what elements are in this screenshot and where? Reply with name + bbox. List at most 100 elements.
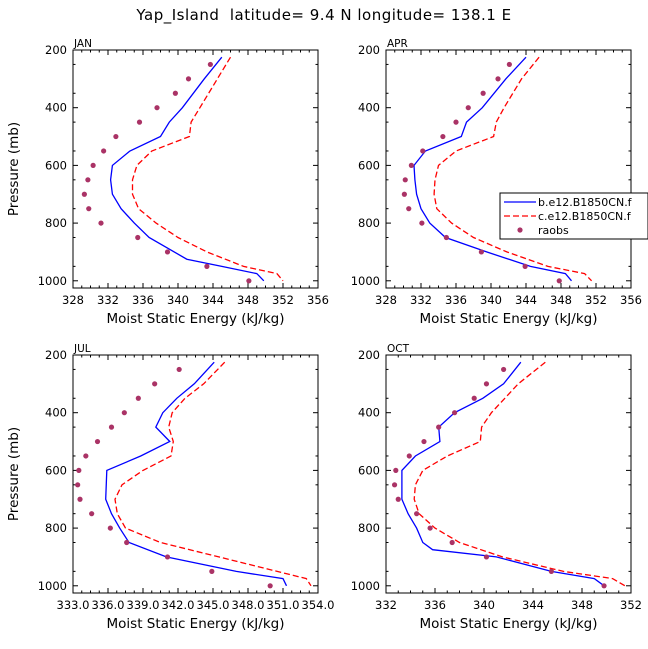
x-tick-label: 336	[132, 293, 154, 307]
y-tick-label: 400	[358, 406, 380, 420]
y-axis-label: Pressure (mb)	[6, 427, 22, 521]
x-tick-label: 340	[480, 293, 502, 307]
raobs-point	[113, 133, 119, 140]
y-tick-label: 200	[45, 43, 67, 57]
model-c-line	[131, 56, 284, 282]
raobs-point	[94, 438, 101, 445]
x-axis-label: Moist Static Energy (kJ/kg)	[107, 311, 285, 327]
y-tick-label: 1000	[38, 274, 67, 288]
y-tick-label: 1000	[351, 274, 380, 288]
raobs-point	[548, 568, 554, 574]
raobs-point	[164, 249, 171, 255]
raobs-point	[246, 278, 252, 284]
x-tick-label: 340	[167, 293, 189, 307]
x-tick-label: 340	[473, 598, 495, 612]
raobs-point	[465, 105, 471, 111]
raobs-point	[77, 496, 83, 502]
raobs-point	[420, 148, 426, 154]
y-tick-label: 200	[45, 348, 67, 362]
panel-apr: 328 332 336 340 344 348 352 356 200 400 600 800 1000…	[351, 38, 648, 327]
raobs-point	[601, 583, 607, 589]
raobs-point	[480, 90, 486, 96]
raobs-point	[85, 177, 91, 183]
raobs-point	[401, 191, 407, 197]
raobs-point	[408, 162, 414, 168]
y-tick-label: 600	[358, 463, 380, 477]
raobs-point	[452, 410, 458, 416]
panel-label: JAN	[73, 38, 92, 50]
raobs-point	[449, 539, 455, 546]
x-tick-label: 354.0	[302, 598, 335, 612]
raobs-point	[471, 395, 477, 401]
y-axis-label: Pressure (mb)	[6, 122, 22, 216]
raobs-point	[414, 511, 420, 517]
raobs-point	[267, 583, 273, 589]
x-tick-label: 351.0	[267, 598, 300, 612]
raobs-point	[121, 410, 127, 416]
x-axis-label: Moist Static Energy (kJ/kg)	[107, 616, 285, 632]
x-tick-label: 336	[445, 293, 467, 307]
figure-title: Yap_Island latitude= 9.4 N longitude= 13…	[136, 6, 512, 24]
y-tick-label: 200	[358, 43, 380, 57]
raobs-point	[522, 263, 528, 269]
x-tick-label: 328	[62, 293, 84, 307]
y-tick-label: 600	[45, 463, 67, 477]
model-c-line	[433, 56, 593, 282]
panel-jan: 328 332 336 340 344 348 352 356 200 400 600 800 1000…	[6, 38, 329, 327]
x-tick-label: 344	[515, 293, 537, 307]
x-axis-label: Moist Static Energy (kJ/kg)	[420, 616, 598, 632]
y-tick-label: 800	[358, 521, 380, 535]
raobs-point	[402, 177, 408, 183]
raobs-point	[406, 206, 412, 212]
raobs-point	[440, 133, 446, 140]
model-c-line	[114, 361, 312, 587]
raobs-point	[124, 539, 130, 546]
legend-marker	[517, 227, 523, 233]
panel-jul: 333.0 336.0 339.0 342.0 345.0 348.0 351.0 354.0…	[6, 343, 334, 632]
raobs-point	[176, 366, 182, 373]
model-b-line	[109, 56, 265, 282]
raobs-point	[89, 511, 95, 517]
y-tick-label: 800	[45, 521, 67, 535]
y-tick-label: 800	[45, 216, 67, 230]
raobs-point	[207, 61, 213, 68]
x-tick-label: 348	[550, 293, 572, 307]
x-tick-label: 348	[571, 598, 593, 612]
raobs-point	[421, 438, 427, 445]
model-c-line	[413, 361, 626, 587]
raobs-point	[427, 525, 433, 531]
x-tick-label: 336.0	[92, 598, 125, 612]
raobs-point	[76, 467, 82, 473]
x-tick-label: 336	[424, 598, 446, 612]
raobs-point	[90, 162, 96, 168]
legend-entry: raobs	[538, 224, 569, 237]
x-axis-label: Moist Static Energy (kJ/kg)	[420, 311, 598, 327]
raobs-point	[135, 395, 141, 401]
x-tick-label: 344	[522, 598, 544, 612]
legend-entry: c.e12.B1850CN.f	[538, 210, 632, 223]
x-tick-label: 345.0	[197, 598, 230, 612]
y-tick-label: 400	[358, 101, 380, 115]
x-tick-label: 352	[620, 598, 642, 612]
x-tick-label: 348.0	[232, 598, 265, 612]
x-tick-label: 352	[272, 293, 294, 307]
raobs-point	[152, 381, 158, 387]
plot-frame	[72, 49, 319, 289]
raobs-point	[419, 220, 425, 226]
raobs-point	[209, 568, 215, 574]
raobs-point	[393, 467, 399, 473]
y-tick-label: 1000	[351, 579, 380, 593]
raobs-point	[108, 424, 115, 430]
x-tick-label: 332	[97, 293, 119, 307]
raobs-point	[483, 381, 490, 387]
raobs-point	[501, 366, 507, 373]
raobs-point	[154, 105, 160, 111]
y-tick-label: 800	[358, 216, 380, 230]
y-tick-label: 600	[45, 158, 67, 172]
raobs-point	[86, 206, 92, 212]
x-tick-label: 344	[202, 293, 224, 307]
raobs-point	[75, 482, 81, 488]
raobs-point	[185, 76, 192, 82]
y-tick-label: 1000	[38, 579, 67, 593]
